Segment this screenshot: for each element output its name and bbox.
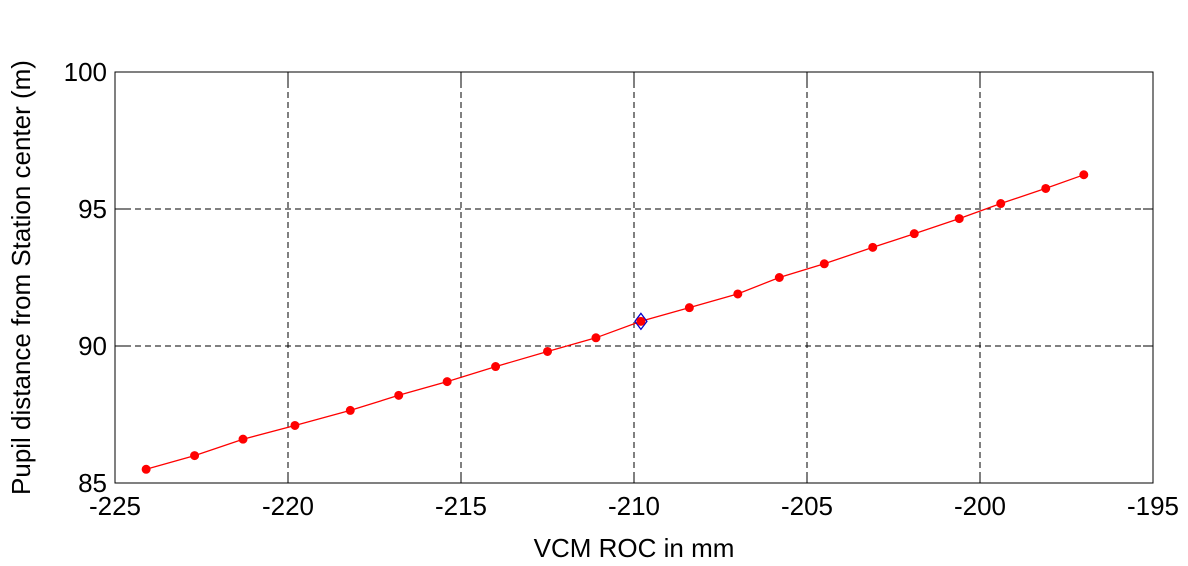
y-tick-label: 85 [78,468,107,498]
y-axis-label: Pupil distance from Station center (m) [6,60,36,495]
y-tick-label: 100 [64,57,107,87]
data-point [819,259,829,269]
data-point [996,199,1006,209]
x-tick-label: -210 [608,491,660,521]
data-point [543,346,552,356]
data-point [868,242,878,252]
data-point [442,377,452,387]
data-point [238,434,248,444]
x-tick-label: -205 [781,491,833,521]
data-point [491,362,501,372]
x-tick-label: -215 [435,491,487,521]
series-line [145,174,1085,470]
data-point [290,420,300,430]
highlight-diamond-marker [634,312,648,331]
axis-ticks: -225 -220 -215 -210 -205 -200 -195 85 90 95 100 [64,57,1179,521]
data-point [774,273,784,282]
x-tick-label: -220 [262,491,314,521]
data-point [141,464,151,474]
data-point [636,316,646,326]
x-tick-label: -200 [954,491,1006,521]
data-point [909,229,919,239]
y-tick-label: 95 [78,194,107,224]
data-point [394,390,404,400]
data-point [733,289,743,299]
data-series [141,170,1089,474]
y-tick-label: 90 [78,331,107,361]
x-tick-label: -195 [1127,491,1179,521]
data-point [345,405,355,415]
data-point [1041,183,1051,193]
x-tick-label: -225 [89,491,141,521]
data-point [190,451,200,461]
data-point [591,333,601,343]
grid-lines [115,72,1153,483]
x-axis-label: VCM ROC in mm [534,533,735,563]
data-point [684,303,694,313]
data-point [1079,170,1089,180]
data-point [954,214,964,224]
